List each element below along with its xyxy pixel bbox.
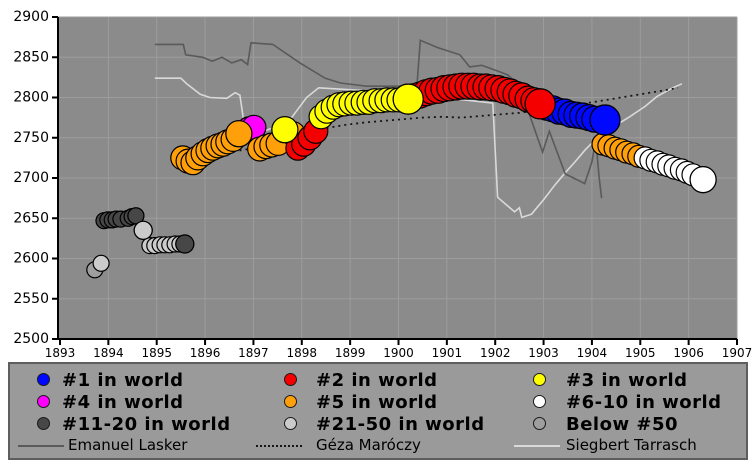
rating-point: [225, 120, 253, 148]
x-tick-label: 1907: [722, 346, 753, 360]
x-tick-label: 1901: [432, 346, 463, 360]
legend-rank-swatch-icon: [284, 373, 297, 386]
x-tick-label: 1897: [238, 346, 269, 360]
x-tick-label: 1906: [673, 346, 704, 360]
legend-rank-label: Below #50: [566, 414, 678, 435]
y-tick-label: 2700: [13, 170, 49, 186]
legend-rank-label: #21-50 in world: [316, 414, 485, 435]
legend-rank-1: #1 in world: [10, 370, 746, 391]
x-tick-label: 1905: [625, 346, 656, 360]
y-tick-label: 2500: [13, 331, 49, 347]
legend-line-sample-icon: [256, 445, 302, 447]
legend-rank-6-10: #6-10 in world: [10, 392, 746, 413]
legend-rank-label: #5 in world: [316, 392, 438, 413]
legend-rank-swatch-icon: [37, 417, 50, 430]
x-tick-label: 1893: [45, 346, 76, 360]
x-tick-label: 1896: [190, 346, 221, 360]
legend-line-lasker_line: Emanuel Lasker: [10, 436, 746, 456]
legend-rank-swatch-icon: [284, 417, 297, 430]
legend-line-label: Siegbert Tarrasch: [566, 436, 697, 454]
x-tick-label: 1898: [287, 346, 318, 360]
x-tick-label: 1904: [577, 346, 608, 360]
legend-rank-label: #2 in world: [316, 370, 438, 391]
rating-chart: 2500 2550 2600 2650 2700 2750 2800 2850 2900 1893…: [13, 9, 753, 360]
x-tick-label: 1895: [141, 346, 172, 360]
legend-rank-swatch-icon: [533, 395, 546, 408]
rating-point: [175, 234, 195, 254]
y-tick-label: 2550: [13, 291, 49, 307]
y-tick-label: 2650: [13, 210, 49, 226]
legend-rank-3: #3 in world: [10, 370, 746, 391]
legend-line-maroczy_line: Géza Maróczy: [10, 436, 746, 456]
legend-rank-swatch-icon: [37, 395, 50, 408]
legend-line-sample-icon: [514, 445, 560, 447]
y-tick-label: 2900: [13, 9, 49, 25]
rating-point: [589, 104, 621, 136]
legend-rank-label: #6-10 in world: [566, 392, 722, 413]
legend-rank-5: #5 in world: [10, 392, 746, 413]
legend-rank-swatch-icon: [284, 395, 297, 408]
legend-line-label: Emanuel Lasker: [68, 436, 188, 454]
rating-point: [127, 207, 145, 225]
x-tick-label: 1902: [480, 346, 511, 360]
rating-point: [133, 220, 153, 240]
legend-rank-label: #4 in world: [62, 392, 184, 413]
legend-line-tarrasch_line: Siegbert Tarrasch: [10, 436, 746, 456]
x-tick-label: 1900: [383, 346, 414, 360]
legend-rank-label: #1 in world: [62, 370, 184, 391]
x-tick-label: 1899: [335, 346, 366, 360]
legend-rank-label: #3 in world: [566, 370, 688, 391]
x-tick-label: 1894: [93, 346, 124, 360]
x-tick-label: 1903: [528, 346, 559, 360]
legend-rank-swatch-icon: [37, 373, 50, 386]
lasker-line: [154, 39, 603, 199]
legend-line-sample-icon: [18, 445, 64, 447]
chart-legend: #1 in world #2 in world #3 in world #4 in w…: [8, 362, 748, 460]
rating-point: [524, 88, 556, 120]
legend-rank-below-50: Below #50: [10, 414, 746, 435]
rating-point: [392, 83, 424, 115]
legend-rank-21-50: #21-50 in world: [10, 414, 746, 435]
legend-rank-swatch-icon: [533, 417, 546, 430]
legend-rank-swatch-icon: [533, 373, 546, 386]
legend-rank-4: #4 in world: [10, 392, 746, 413]
y-tick-label: 2600: [13, 251, 49, 267]
legend-rank-label: #11-20 in world: [62, 414, 231, 435]
legend-rank-11-20: #11-20 in world: [10, 414, 746, 435]
rating-point: [92, 254, 110, 272]
legend-rank-2: #2 in world: [10, 370, 746, 391]
rating-point: [271, 116, 299, 144]
legend-line-label: Géza Maróczy: [316, 436, 421, 454]
rating-point: [689, 166, 717, 194]
y-tick-label: 2750: [13, 130, 49, 146]
y-tick-label: 2800: [13, 90, 49, 106]
y-tick-label: 2850: [13, 49, 49, 65]
